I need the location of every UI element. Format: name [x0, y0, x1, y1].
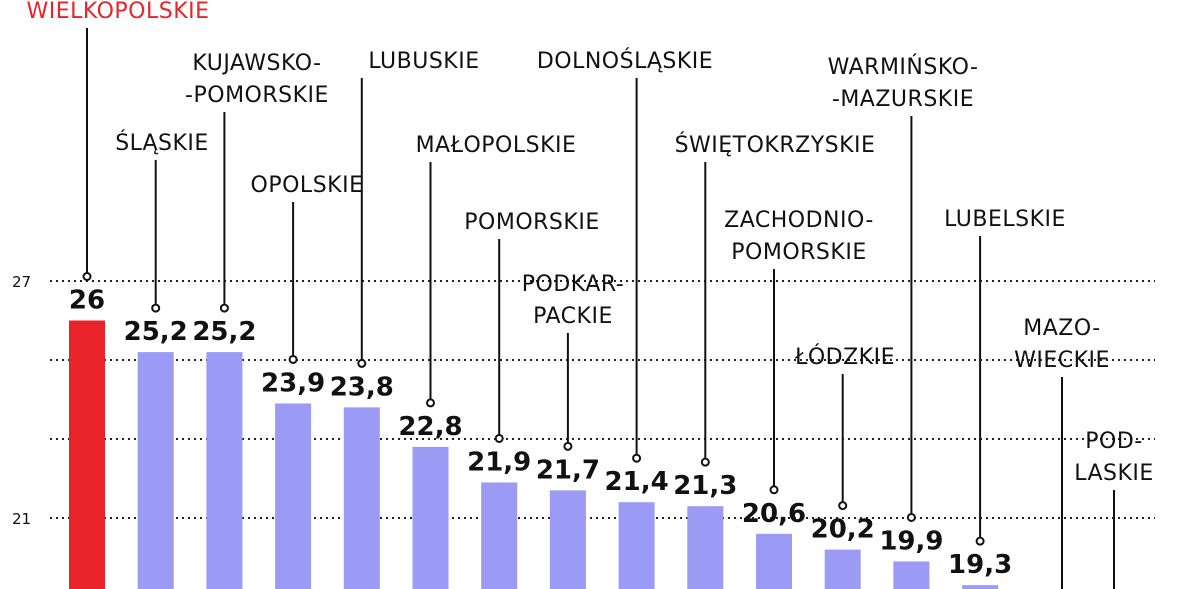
value-label-2: 25,2 [192, 317, 256, 347]
leader-dot-3 [288, 354, 298, 364]
category-label-10-line-1: POMORSKIE [731, 240, 866, 265]
value-label-10: 20,6 [742, 499, 806, 529]
value-label-4: 23,8 [330, 372, 394, 402]
category-label-0: WIELKOPOLSKIE [26, 0, 209, 24]
category-label-10-line-0: ZACHODNIO- [724, 208, 874, 233]
bar-4 [343, 407, 380, 589]
leader-dot-10 [769, 485, 779, 495]
bar-8 [618, 502, 655, 589]
value-label-5: 22,8 [398, 412, 462, 442]
category-label-3: OPOLSKIE [251, 173, 364, 198]
category-label-8: DOLNOŚLĄSKIE [537, 48, 713, 74]
leader-dot-0 [82, 272, 92, 281]
category-label-14-line-1: WIECKIE [1014, 348, 1110, 373]
bar-2 [206, 352, 243, 589]
category-label-7-line-1: PACKIE [533, 304, 613, 329]
leader-dot-7 [563, 441, 573, 451]
bar-9 [687, 506, 724, 589]
category-label-6: POMORSKIE [464, 210, 599, 235]
bar-3 [275, 403, 312, 589]
bar-11 [824, 549, 861, 589]
value-label-6: 21,9 [467, 447, 531, 477]
category-label-1: ŚLĄSKIE [115, 130, 209, 156]
value-label-13: 19,3 [948, 550, 1012, 580]
value-label-3: 23,9 [261, 368, 325, 398]
value-label-0: 26 [69, 286, 105, 316]
leader-dot-8 [632, 453, 642, 463]
bar-13 [962, 585, 999, 589]
value-label-8: 21,4 [605, 467, 669, 497]
category-label-15-line-0: POD- [1085, 429, 1142, 454]
category-label-15-line-1: LASKIE [1074, 461, 1154, 486]
category-label-5: MAŁOPOLSKIE [416, 133, 577, 158]
leader-dot-13 [975, 536, 985, 546]
bar-10 [756, 533, 792, 589]
bar-0 [69, 320, 105, 589]
value-label-9: 21,3 [673, 471, 737, 501]
category-label-13: LUBELSKIE [944, 207, 1066, 232]
category-label-4: LUBUSKIE [368, 49, 479, 74]
bar-12 [893, 561, 930, 589]
leader-dot-4 [357, 358, 367, 368]
value-label-11: 20,2 [811, 515, 875, 545]
leader-dot-2 [219, 303, 229, 313]
category-label-12-line-1: -MAZURSKIE [832, 87, 974, 112]
category-label-7-line-0: PODKAR- [522, 272, 624, 297]
leader-dot-5 [426, 398, 435, 408]
value-label-7: 21,7 [536, 455, 600, 485]
y-tick-label-0: 27 [12, 273, 31, 291]
category-label-11: ŁÓDZKIE [794, 344, 895, 370]
bar-6 [481, 482, 518, 589]
leader-dot-12 [906, 512, 916, 522]
value-label-1: 25,2 [124, 317, 188, 347]
y-tick-label-1: 21 [12, 510, 31, 528]
leader-dot-9 [700, 457, 710, 467]
category-label-9: ŚWIĘTOKRZYSKIE [675, 132, 876, 158]
category-label-12-line-0: WARMIŃSKO- [828, 54, 979, 80]
bar-5 [412, 446, 449, 589]
leader-dot-11 [838, 501, 848, 511]
category-label-14-line-0: MAZO- [1023, 316, 1100, 341]
bar-1 [137, 352, 174, 589]
category-label-2-line-1: -POMORSKIE [185, 83, 329, 108]
value-label-12: 19,9 [879, 526, 943, 556]
leader-dot-1 [151, 303, 161, 313]
category-label-2-line-0: KUJAWSKO- [192, 51, 321, 76]
leader-dot-6 [494, 433, 504, 443]
bar-7 [549, 490, 586, 589]
